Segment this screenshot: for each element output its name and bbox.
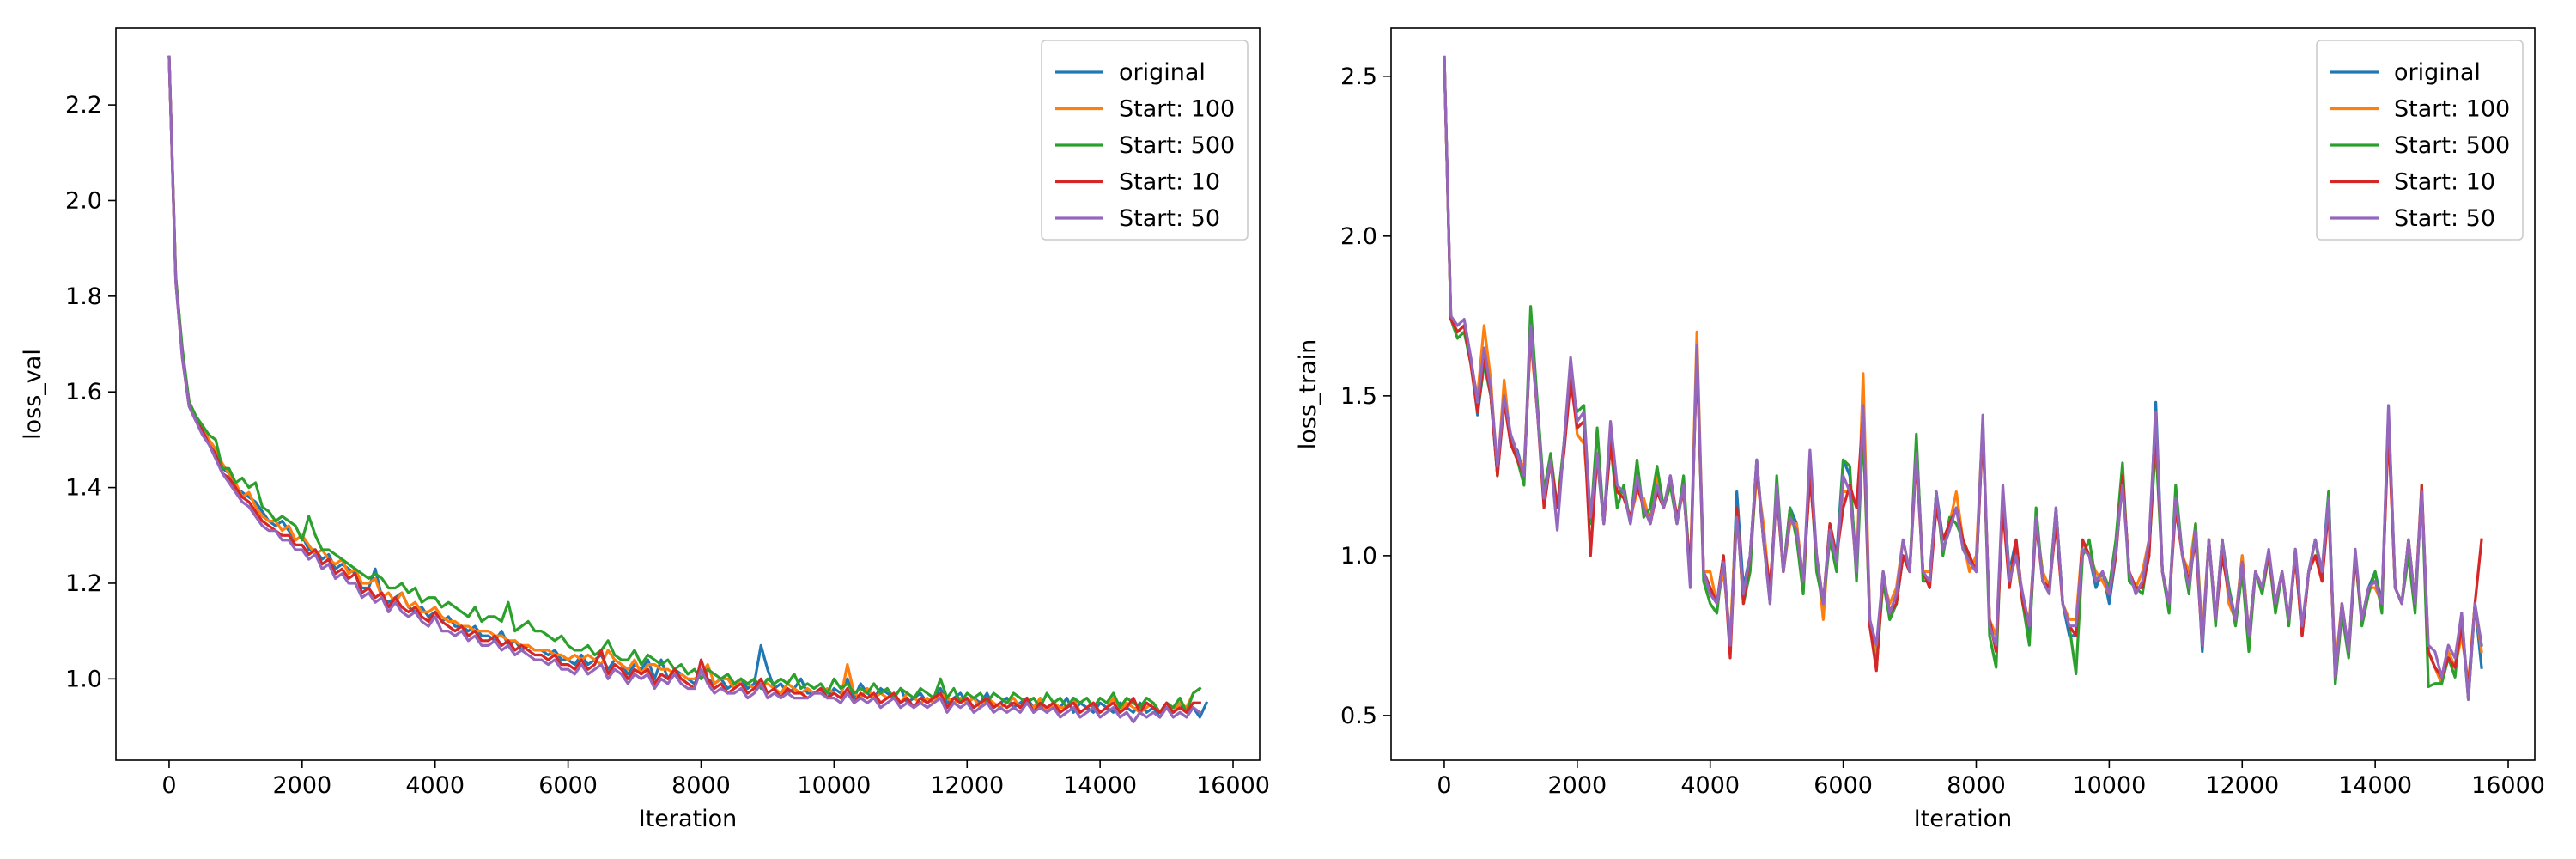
x-tick-label: 8000 (671, 772, 731, 799)
y-axis-label: loss_val (20, 349, 46, 440)
legend: original Start: 100 Start: 500 Start: 10 Sta… (1041, 40, 1249, 241)
x-tick-label: 2000 (1547, 772, 1607, 799)
axes-frame (115, 27, 1261, 761)
legend-label-start-50: Start: 50 (1119, 205, 1220, 232)
y-axis-label: loss_train (1295, 339, 1321, 450)
legend-label-start-500: Start: 500 (1119, 132, 1235, 159)
series-line-start-10 (167, 55, 1201, 714)
x-tick-label: 10000 (2072, 772, 2146, 799)
x-tick-label: 0 (161, 772, 176, 799)
chart-loss-train: 0 2000 4000 6000 8000 10000 12000 14000 16000 0.5… (1295, 27, 2545, 832)
legend-label-original: original (2394, 59, 2481, 86)
plot-area (1443, 55, 2483, 701)
y-tick-label: 1.8 (65, 283, 102, 310)
x-tick-label: 10000 (797, 772, 871, 799)
legend-label-original: original (1119, 59, 1206, 86)
plot-area (167, 55, 1209, 724)
x-axis-label: Iteration (639, 806, 738, 832)
legend-label-start-10: Start: 10 (1119, 169, 1220, 196)
y-tick-label: 2.2 (65, 92, 102, 119)
x-tick-label: 16000 (2471, 772, 2545, 799)
legend-label-start-100: Start: 100 (1119, 96, 1235, 123)
y-tick-label: 1.0 (1340, 543, 1377, 570)
x-tick-label: 0 (1437, 772, 1451, 799)
y-tick-label: 1.0 (65, 666, 102, 692)
x-tick-label: 14000 (2338, 772, 2412, 799)
legend-label-start-100: Start: 100 (2394, 96, 2510, 123)
x-tick-label: 12000 (2205, 772, 2279, 799)
legend-label-start-50: Start: 50 (2394, 205, 2495, 232)
x-axis-label: Iteration (1914, 806, 2013, 832)
legend-label-start-10: Start: 10 (2394, 169, 2495, 196)
legend-label-start-500: Start: 500 (2394, 132, 2510, 159)
series-line-start-50 (167, 55, 1202, 724)
x-tick-label: 6000 (538, 772, 598, 799)
y-tick-label: 1.4 (65, 475, 102, 502)
x-tick-label: 16000 (1196, 772, 1270, 799)
y-tick-label: 0.5 (1340, 703, 1377, 729)
x-tick-label: 12000 (930, 772, 1004, 799)
x-tick-label: 4000 (405, 772, 465, 799)
legend-box (2316, 40, 2524, 241)
y-tick-label: 1.5 (1340, 383, 1377, 410)
y-tick-label: 1.2 (65, 570, 102, 597)
x-tick-label: 8000 (1947, 772, 2006, 799)
x-tick-label: 6000 (1814, 772, 1873, 799)
y-tick-label: 1.6 (65, 379, 102, 405)
series-line-start-50 (1443, 55, 2483, 701)
axes-frame (1390, 27, 2536, 761)
x-tick-label: 4000 (1680, 772, 1740, 799)
y-tick-label: 2.5 (1340, 64, 1377, 90)
x-tick-label: 2000 (272, 772, 331, 799)
y-tick-label: 2.0 (1340, 223, 1377, 250)
legend: original Start: 100 Start: 500 Start: 10 Sta… (2316, 40, 2524, 241)
chart-loss-val: 0 2000 4000 6000 8000 10000 12000 14000 16000 1.0… (20, 27, 1270, 832)
x-tick-label: 14000 (1063, 772, 1137, 799)
y-tick-label: 2.0 (65, 187, 102, 214)
legend-box (1041, 40, 1249, 241)
